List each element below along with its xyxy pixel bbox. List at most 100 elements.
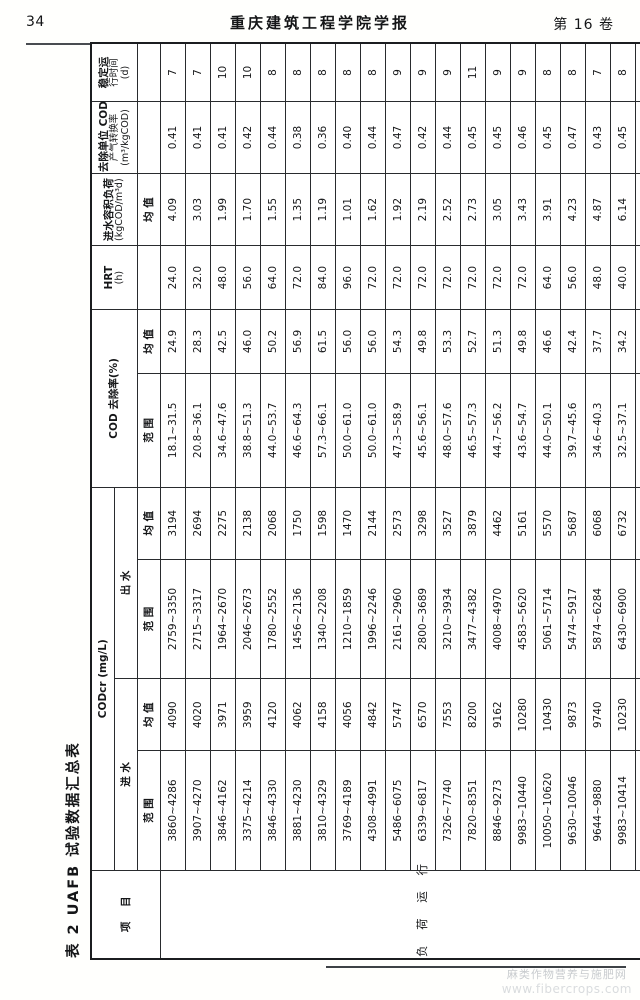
header-days-sub: [137, 43, 161, 102]
cell-days: 8: [285, 43, 311, 102]
cell-days: 8: [310, 43, 336, 102]
table-row: 3846~4330 4120 1780~2552 2068 44.0~53.7 50.2 6…: [260, 43, 286, 959]
table-body: 负 荷 运 行 3860~4286 4090 2759~3350 3194 18.1~31…: [160, 43, 640, 959]
cell-days: 9: [385, 43, 411, 102]
cell-rm-range: 20.8~36.1: [185, 373, 211, 488]
header-in-avg: 均 值: [137, 678, 161, 751]
cell-days: 9: [485, 43, 511, 102]
cell-rm-avg: 51.3: [485, 309, 511, 374]
cell-out-avg: 5687: [560, 487, 586, 560]
cell-rm-avg: 28.3: [185, 309, 211, 374]
cell-in-avg: 8200: [460, 678, 486, 751]
cell-rm-avg: 46.6: [535, 309, 561, 374]
cell-rm-range: 46.5~57.3: [460, 373, 486, 488]
cell-gas: 0.36: [310, 101, 336, 174]
cell-out-range: 4583~5620: [510, 559, 536, 679]
header-out-range: 范 围: [137, 559, 161, 679]
cell-rm-avg: 56.0: [335, 309, 361, 374]
cell-out-range: 1456~2136: [285, 559, 311, 679]
cell-days: 8: [260, 43, 286, 102]
cell-hrt: 96.0: [335, 245, 361, 310]
table-row: 4308~4991 4842 1996~2246 2144 50.0~61.0 56.0 7…: [360, 43, 386, 959]
header-rm-range: 范 围: [137, 373, 161, 488]
table-row: 7820~8351 8200 3477~4382 3879 46.5~57.3 52.7 7…: [460, 43, 486, 959]
header-days-unit: (d): [119, 65, 131, 80]
cell-load: 1.35: [285, 173, 311, 246]
cell-out-range: 4008~4970: [485, 559, 511, 679]
table-row: 负 荷 运 行 3860~4286 4090 2759~3350 3194 18.1~31…: [160, 43, 640, 959]
cell-gas: 0.41: [185, 101, 211, 174]
cell-days: 7: [185, 43, 211, 102]
header-gas-sub: [137, 101, 161, 174]
cell-in-avg: 4056: [335, 678, 361, 751]
table-row: 9676~982397856812~7307708525.2~31.227.63…: [635, 43, 640, 959]
cell-in-range: 8846~9273: [485, 750, 511, 871]
cell-load: 6.14: [610, 173, 636, 246]
header-cod-out: 出 水: [114, 487, 138, 679]
cell-hrt: 24.0: [160, 245, 186, 310]
cell-days: 9: [510, 43, 536, 102]
cell-gas: 0.46: [510, 101, 536, 174]
cell-hrt: 72.0: [410, 245, 436, 310]
cell-in-range: 3881~4230: [285, 750, 311, 871]
header-item-2: 目: [119, 896, 132, 908]
cell-gas: 0.45: [485, 101, 511, 174]
cell-gas: 0.42: [410, 101, 436, 174]
table-row: 3769~4189 4056 1210~1859 1470 50.0~61.0 56.0 9…: [335, 43, 361, 959]
cell-in-avg: 4842: [360, 678, 386, 751]
table-row: 7326~7740 7553 3210~3934 3527 48.0~57.6 53.3 7…: [435, 43, 461, 959]
cell-rm-avg: 56.9: [285, 309, 311, 374]
table-row: 8846~9273 9162 4008~4970 4462 44.7~56.2 51.3 7…: [485, 43, 511, 959]
cell-rm-range: 38.8~51.3: [235, 373, 261, 488]
cell-out-avg: 1750: [285, 487, 311, 560]
cell-rm-range: 57.3~66.1: [310, 373, 336, 488]
header-load-unit: (kgCOD/m³d): [114, 178, 126, 241]
cell-days: 7: [585, 43, 611, 102]
cell-in-avg: 10230: [610, 678, 636, 751]
table-row: 3907~4270 4020 2715~3317 2694 20.8~36.1 28.3 3…: [185, 43, 211, 959]
cell-hrt: 32.0: [185, 245, 211, 310]
header-cod: CODcr (mg/L): [91, 487, 115, 871]
cell-out-avg: 7085: [635, 487, 640, 560]
cell-hrt: 56.0: [235, 245, 261, 310]
cell-in-avg: 9162: [485, 678, 511, 751]
cell-in-avg: 5747: [385, 678, 411, 751]
header-removal: COD 去除率(%): [91, 309, 138, 488]
cell-rm-avg: 37.7: [585, 309, 611, 374]
table-row: 3846~4162 3971 1964~2670 2275 34.6~47.6 42.5 4…: [210, 43, 236, 959]
cell-in-range: 3769~4189: [335, 750, 361, 871]
cell-gas: 0.45: [635, 101, 640, 174]
cell-hrt: 56.0: [560, 245, 586, 310]
journal-title: 重庆建筑工程学院学报: [229, 14, 410, 32]
cell-hrt: 72.0: [360, 245, 386, 310]
cell-out-avg: 1598: [310, 487, 336, 560]
cell-out-range: 1210~1859: [335, 559, 361, 679]
cell-out-range: 2046~2673: [235, 559, 261, 679]
cell-rm-range: 25.2~31.2: [635, 373, 640, 488]
cell-days: 8: [535, 43, 561, 102]
cell-rm-range: 44.7~56.2: [485, 373, 511, 488]
cell-out-avg: 6068: [585, 487, 611, 560]
cell-in-avg: 4062: [285, 678, 311, 751]
header-row-3: 范 围 均 值 范 围 均 值 范 围 均 值 均 值: [137, 43, 161, 959]
cell-in-avg: 4120: [260, 678, 286, 751]
cell-out-avg: 2138: [235, 487, 261, 560]
cell-rm-avg: 52.7: [460, 309, 486, 374]
cell-in-range: 4308~4991: [360, 750, 386, 871]
cell-load: 1.19: [310, 173, 336, 246]
cell-in-avg: 9873: [560, 678, 586, 751]
cell-in-avg: 10430: [535, 678, 561, 751]
cell-load: 2.52: [435, 173, 461, 246]
cell-load: 1.70: [235, 173, 261, 246]
cell-in-range: 9630~10046: [560, 750, 586, 871]
cell-load: 1.01: [335, 173, 361, 246]
cell-in-range: 9644~9880: [585, 750, 611, 871]
header-in-range: 范 围: [137, 750, 161, 871]
cell-in-avg: 4020: [185, 678, 211, 751]
cell-days: 10: [210, 43, 236, 102]
cell-out-range: 1996~2246: [360, 559, 386, 679]
cell-rm-range: 48.0~57.6: [435, 373, 461, 488]
cell-load: 4.23: [560, 173, 586, 246]
cell-in-range: 3907~4270: [185, 750, 211, 871]
cell-out-avg: 2275: [210, 487, 236, 560]
